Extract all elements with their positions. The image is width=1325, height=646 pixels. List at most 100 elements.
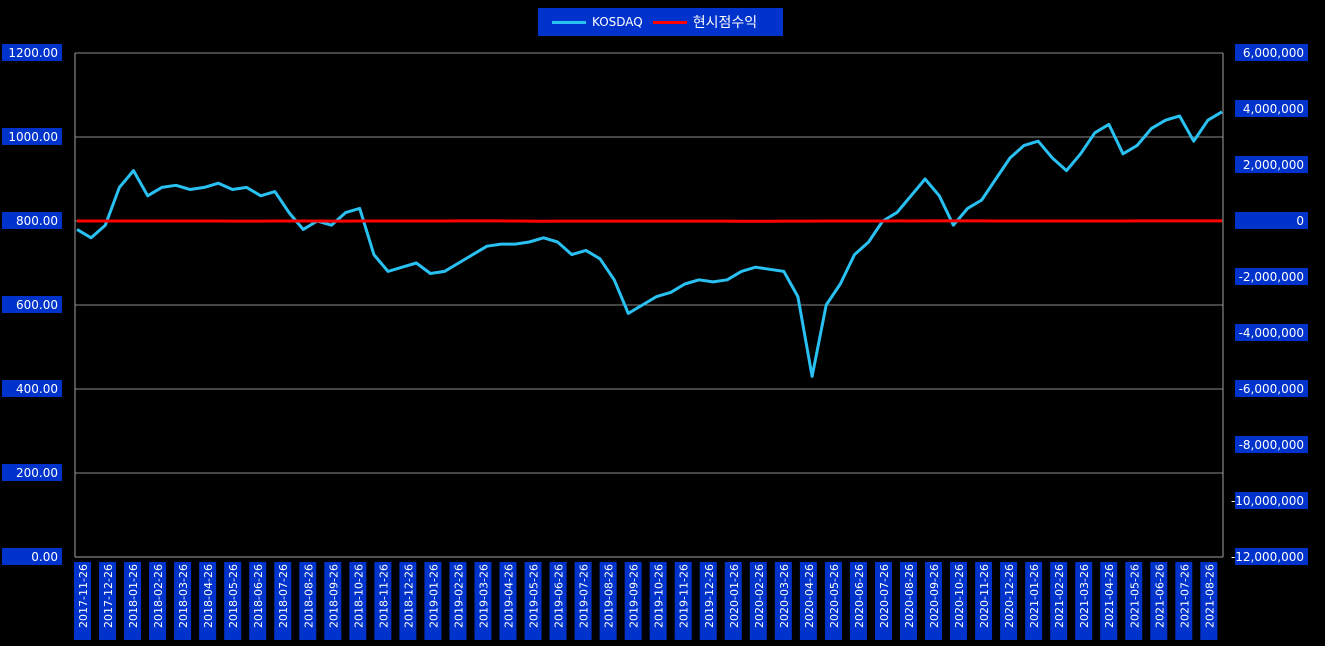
left-tick-label: 0.00	[31, 550, 58, 564]
left-tick: 0.00	[2, 548, 62, 565]
x-tick: 2020-09-26	[925, 562, 943, 640]
legend-item-kosdaq: KOSDAQ	[538, 15, 643, 29]
x-tick-label: 2020-12-26	[1003, 564, 1016, 628]
left-tick-bg	[2, 548, 62, 565]
x-tick: 2020-10-26	[950, 562, 968, 640]
x-tick-bg	[1175, 562, 1193, 640]
left-tick: 1200.00	[2, 44, 62, 61]
x-tick-bg	[574, 562, 592, 640]
x-tick: 2019-08-26	[599, 562, 617, 640]
right-tick: -2,000,000	[1235, 268, 1308, 285]
x-tick: 2021-08-26	[1200, 562, 1218, 640]
x-tick: 2019-10-26	[649, 562, 667, 640]
x-tick-label: 2018-11-26	[377, 564, 390, 628]
right-tick-bg	[1235, 156, 1308, 173]
x-tick-bg	[824, 562, 842, 640]
x-tick-label: 2019-10-26	[653, 564, 666, 628]
left-tick-bg	[2, 44, 62, 61]
x-tick-bg	[174, 562, 192, 640]
right-tick: -4,000,000	[1235, 324, 1308, 341]
x-tick-label: 2021-02-26	[1053, 564, 1066, 628]
left-tick: 600.00	[2, 296, 62, 313]
right-tick: 2,000,000	[1235, 156, 1308, 173]
x-tick-label: 2018-02-26	[152, 564, 165, 628]
x-tick-bg	[1200, 562, 1218, 640]
left-tick-bg	[2, 128, 62, 145]
x-tick-bg	[124, 562, 142, 640]
x-tick-bg	[774, 562, 792, 640]
right-tick-bg	[1235, 100, 1308, 117]
x-tick-label: 2018-09-26	[327, 564, 340, 628]
right-tick-bg	[1235, 268, 1308, 285]
x-tick-label: 2019-01-26	[427, 564, 440, 628]
x-tick-bg	[399, 562, 417, 640]
x-tick-bg	[749, 562, 767, 640]
left-tick-label: 400.00	[16, 382, 58, 396]
x-tick: 2019-06-26	[549, 562, 567, 640]
x-tick-bg	[699, 562, 717, 640]
x-tick-label: 2019-04-26	[503, 564, 516, 628]
left-axis-ticks: 0.00 200.00 400.00 600.00 800.00 1000.00 1200.…	[2, 44, 62, 565]
x-tick-bg	[424, 562, 442, 640]
series-line-kosdaq	[76, 110, 1223, 378]
x-tick: 2020-03-26	[774, 562, 792, 640]
x-tick-bg	[549, 562, 567, 640]
x-tick-label: 2021-08-26	[1203, 564, 1216, 628]
left-tick-label: 1200.00	[8, 46, 58, 60]
x-tick: 2019-05-26	[524, 562, 542, 640]
x-tick-bg	[1050, 562, 1068, 640]
x-tick-bg	[199, 562, 217, 640]
x-tick-label: 2019-08-26	[603, 564, 616, 628]
x-tick: 2021-02-26	[1050, 562, 1068, 640]
x-tick-bg	[599, 562, 617, 640]
right-tick-label: 4,000,000	[1243, 102, 1304, 116]
x-tick-label: 2019-07-26	[578, 564, 591, 628]
right-tick-label: 0	[1296, 214, 1304, 228]
right-tick-label: 2,000,000	[1243, 158, 1304, 172]
x-tick: 2018-01-26	[124, 562, 142, 640]
x-tick-label: 2019-02-26	[452, 564, 465, 628]
x-tick: 2019-01-26	[424, 562, 442, 640]
x-tick: 2019-07-26	[574, 562, 592, 640]
x-tick-bg	[524, 562, 542, 640]
x-tick-label: 2019-12-26	[703, 564, 716, 628]
right-tick-bg	[1235, 492, 1308, 509]
x-tick-bg	[874, 562, 892, 640]
x-tick-bg	[449, 562, 467, 640]
x-tick-bg	[1125, 562, 1143, 640]
x-tick-bg	[224, 562, 242, 640]
right-tick-bg	[1235, 380, 1308, 397]
left-tick: 400.00	[2, 380, 62, 397]
left-tick-bg	[2, 296, 62, 313]
grid-lines	[75, 52, 1223, 474]
right-axis-ticks: -12,000,000 -10,000,000 -8,000,000 -6,000,0…	[1231, 44, 1308, 565]
x-axis-ticks: 2017-11-26 2017-12-26 2018-01-26 2018-02-26…	[74, 562, 1218, 640]
x-tick-bg	[649, 562, 667, 640]
right-tick: 0	[1235, 212, 1308, 229]
x-tick-label: 2020-05-26	[828, 564, 841, 628]
x-tick-label: 2017-12-26	[102, 564, 115, 628]
right-tick-label: 6,000,000	[1243, 46, 1304, 60]
x-tick: 2020-01-26	[724, 562, 742, 640]
x-tick: 2018-08-26	[299, 562, 317, 640]
x-tick: 2020-02-26	[749, 562, 767, 640]
axes	[74, 53, 1224, 558]
x-tick-label: 2021-05-26	[1128, 564, 1141, 628]
x-tick-bg	[1100, 562, 1118, 640]
left-tick-bg	[2, 380, 62, 397]
left-tick-label: 600.00	[16, 298, 58, 312]
x-tick-bg	[1150, 562, 1168, 640]
left-tick-bg	[2, 212, 62, 229]
x-tick-bg	[674, 562, 692, 640]
x-tick-bg	[299, 562, 317, 640]
x-tick-label: 2020-08-26	[903, 564, 916, 628]
x-tick-bg	[324, 562, 342, 640]
x-tick: 2020-07-26	[874, 562, 892, 640]
x-tick-label: 2019-11-26	[678, 564, 691, 628]
x-tick-label: 2018-12-26	[402, 564, 415, 628]
x-tick-label: 2020-03-26	[778, 564, 791, 628]
x-tick: 2021-06-26	[1150, 562, 1168, 640]
x-tick: 2018-09-26	[324, 562, 342, 640]
right-tick: -6,000,000	[1235, 380, 1308, 397]
x-tick: 2020-05-26	[824, 562, 842, 640]
